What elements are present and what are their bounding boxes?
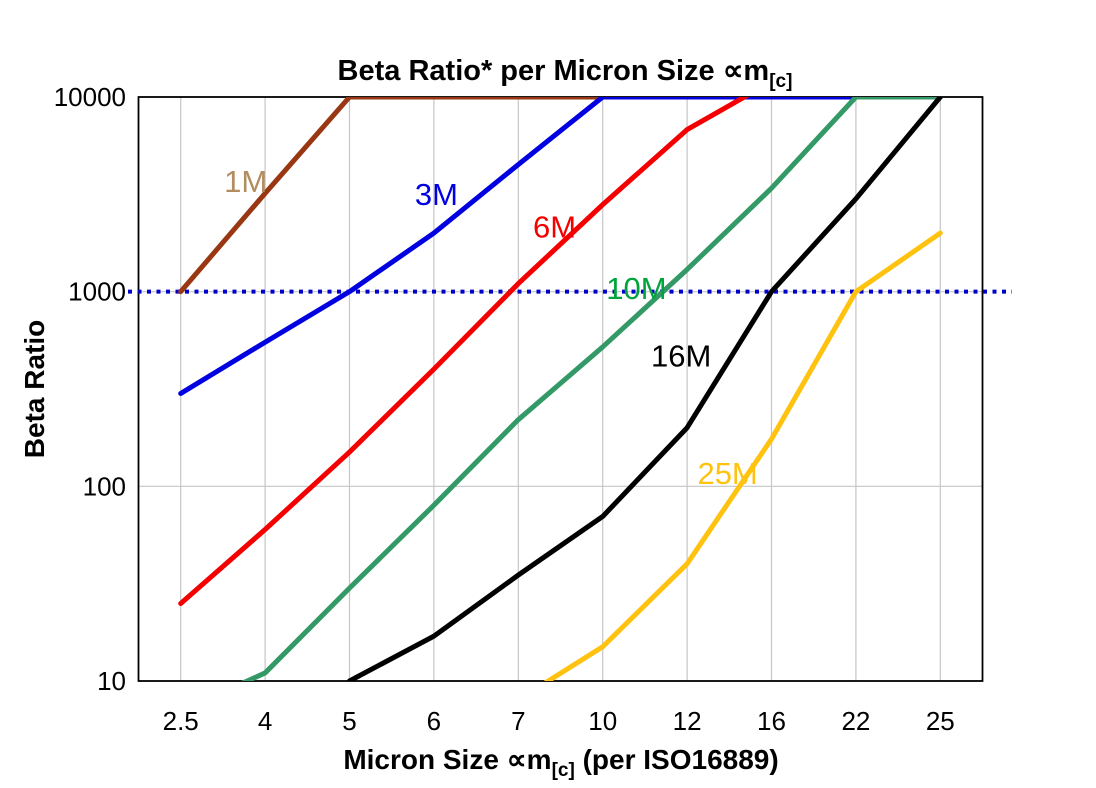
series-line-3M bbox=[178, 97, 943, 396]
series-labels-layer: 1M 3M 6M 10M 16M 25M bbox=[224, 164, 758, 491]
series-label-16M: 16M bbox=[651, 338, 711, 373]
series-line-6M bbox=[178, 97, 750, 607]
series-line-10M bbox=[241, 97, 943, 681]
x-tick-label: 7 bbox=[511, 706, 525, 736]
y-tick-label: 100 bbox=[83, 471, 126, 501]
x-tick-label: 10 bbox=[588, 706, 617, 736]
x-axis-title: Micron Size ∝m[c] (per ISO16889) bbox=[343, 744, 778, 781]
series-label-3M: 3M bbox=[415, 177, 458, 212]
y-tick-label: 10000 bbox=[54, 82, 126, 112]
y-tick-label: 1000 bbox=[68, 277, 126, 307]
series-line-1M bbox=[178, 97, 943, 295]
y-tick-labels: 10 100 1000 10000 bbox=[54, 82, 126, 696]
series-lines-layer bbox=[178, 97, 943, 681]
x-tick-label: 12 bbox=[673, 706, 702, 736]
series-label-10M: 10M bbox=[606, 271, 666, 306]
y-axis-title: Beta Ratio bbox=[19, 320, 50, 458]
series-line-16M bbox=[347, 97, 943, 681]
series-label-6M: 6M bbox=[533, 209, 576, 244]
series-line-25M bbox=[543, 230, 943, 681]
x-tick-labels: 2.5 4 5 6 7 10 12 16 22 25 bbox=[163, 706, 955, 736]
x-tick-label: 6 bbox=[427, 706, 441, 736]
x-tick-label: 22 bbox=[841, 706, 870, 736]
x-tick-label: 2.5 bbox=[163, 706, 199, 736]
x-tick-label: 5 bbox=[342, 706, 356, 736]
x-tick-label: 16 bbox=[757, 706, 786, 736]
x-tick-label: 25 bbox=[926, 706, 955, 736]
chart-title: Beta Ratio* per Micron Size ∝m[c] bbox=[338, 55, 793, 92]
y-tick-label: 10 bbox=[97, 666, 126, 696]
series-label-25M: 25M bbox=[697, 456, 757, 491]
x-tick-label: 4 bbox=[258, 706, 272, 736]
series-label-1M: 1M bbox=[224, 164, 267, 199]
